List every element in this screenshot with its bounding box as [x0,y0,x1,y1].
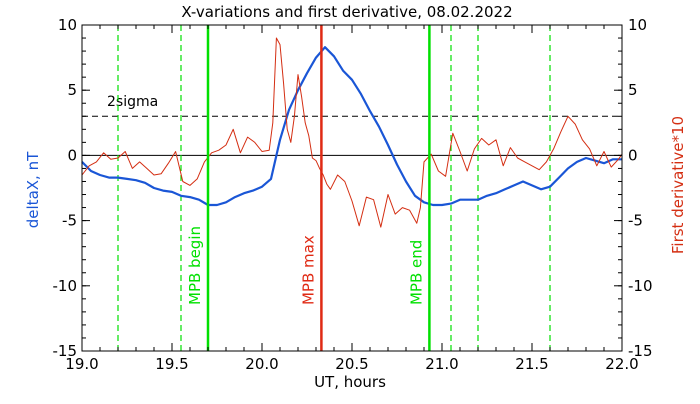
x-tick-label: 21.5 [515,355,548,373]
y-axis-label-right: First derivative*10 [669,116,687,254]
x-tick-label: 22.0 [605,355,638,373]
x-tick-label: 20.5 [335,355,368,373]
y-tick-label-right: -5 [628,212,643,230]
y-tick-label-left: -5 [62,212,77,230]
marker-label-mpb-max: MPB max [299,235,317,305]
series-line-derivative [81,37,623,228]
marker-label-mpb-begin: MPB begin [186,226,204,305]
sigma-label: 2sigma [107,94,158,110]
y-tick-label-right: 5 [628,81,638,99]
y-tick-label-right: 0 [628,146,638,164]
y-tick-label-right: 10 [628,16,647,34]
y-tick-label-right: -10 [628,277,653,295]
y-tick-label-left: 0 [67,146,77,164]
y-tick-label-left: -10 [53,277,78,295]
series-line-deltaX [81,46,622,207]
x-tick-label: 19.0 [65,355,98,373]
y-tick-label-left: 5 [67,81,77,99]
marker-label-mpb-end: MPB end [407,240,425,305]
x-tick-label: 21.0 [425,355,458,373]
y-tick-label-right: -15 [628,342,653,360]
chart-title: X-variations and first derivative, 08.02… [181,3,512,21]
x-tick-label: 20.0 [245,355,278,373]
x-tick-label: 19.5 [155,355,188,373]
plot-frame [81,24,623,352]
y-tick-label-left: -15 [53,342,78,360]
x-axis-label: UT, hours [314,373,386,391]
y-tick-label-left: 10 [58,16,77,34]
y-axis-label-left: deltaX, nT [24,151,42,228]
